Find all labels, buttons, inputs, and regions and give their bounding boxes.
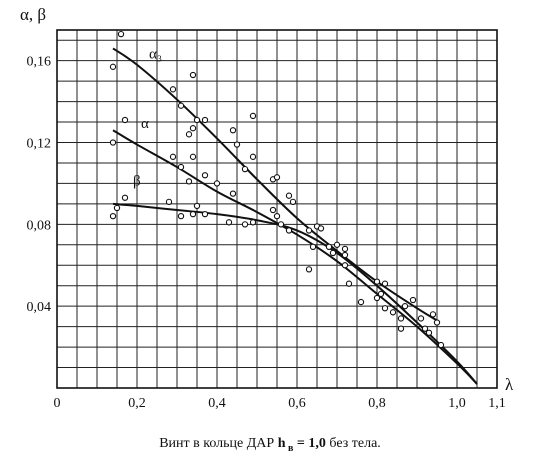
- x-tick-label: 0,4: [208, 396, 226, 411]
- data-point: [193, 116, 201, 124]
- data-point: [341, 245, 349, 253]
- data-point: [233, 141, 241, 148]
- data-point: [433, 319, 441, 326]
- grid: [57, 30, 497, 388]
- y-axis-title: α, β: [20, 5, 46, 24]
- curve-line: [112, 202, 478, 385]
- data-point: [189, 125, 197, 132]
- data-point: [185, 178, 193, 185]
- data-point: [185, 131, 193, 138]
- x-tick-label: 0,6: [288, 396, 306, 411]
- labels: α, β λ 0 0,2 0,4 0,6 0,8 1,0 1,1 0,04 0,08 0,12 0,…: [20, 5, 514, 411]
- data-point: [193, 202, 201, 210]
- data-point: [201, 210, 209, 218]
- plot-frame: [56, 29, 498, 389]
- data-point: [229, 190, 237, 197]
- data-point: [289, 198, 297, 205]
- data-point: [381, 280, 389, 287]
- data-points: [109, 30, 445, 349]
- data-point: [121, 116, 129, 124]
- data-point: [109, 213, 117, 220]
- caption-param: h в = 1,0: [277, 436, 326, 454]
- data-point: [273, 174, 281, 181]
- x-tick-label: 0: [54, 396, 61, 411]
- data-point: [117, 30, 125, 38]
- y-tick-label: 0,04: [27, 300, 52, 315]
- data-point: [305, 227, 313, 234]
- data-point: [333, 241, 341, 248]
- data-point: [177, 102, 185, 109]
- data-point: [381, 305, 389, 312]
- data-point: [373, 294, 381, 302]
- curve-line: [112, 47, 438, 322]
- data-point: [373, 278, 381, 285]
- x-tick-label: 1,0: [448, 396, 466, 411]
- data-point: [397, 325, 405, 332]
- data-point: [241, 221, 249, 228]
- data-point: [201, 116, 209, 124]
- data-point: [249, 153, 257, 160]
- x-axis-title: λ: [505, 375, 514, 394]
- data-point: [409, 296, 417, 304]
- data-point: [229, 127, 237, 134]
- data-point: [305, 266, 313, 273]
- data-point: [249, 219, 257, 226]
- data-point: [425, 329, 433, 336]
- data-point: [317, 225, 325, 232]
- data-point: [389, 309, 397, 316]
- data-point: [309, 243, 317, 250]
- curve-label: β: [133, 173, 141, 189]
- data-point: [241, 165, 249, 173]
- data-point: [277, 221, 285, 228]
- curve-label: α: [141, 116, 149, 132]
- data-point: [165, 198, 173, 205]
- chart-caption: Винт в кольце ДАР h в = 1,0 без тела.: [0, 436, 540, 454]
- data-point: [329, 249, 337, 257]
- curves: [112, 47, 478, 385]
- data-point: [109, 63, 117, 70]
- data-point: [189, 210, 197, 218]
- curve-label: α₃: [149, 47, 162, 63]
- data-point: [269, 206, 277, 214]
- data-point: [421, 325, 429, 332]
- data-point: [397, 315, 405, 322]
- data-point: [169, 86, 177, 93]
- data-point: [285, 192, 293, 199]
- x-tick-label: 0,8: [368, 396, 386, 411]
- data-point: [273, 213, 281, 220]
- y-tick-label: 0,08: [27, 218, 52, 233]
- data-point: [225, 219, 233, 226]
- data-point: [417, 315, 425, 322]
- data-point: [109, 139, 117, 146]
- data-point: [201, 172, 209, 179]
- curve-line: [112, 129, 478, 385]
- data-point: [437, 341, 445, 349]
- data-point: [213, 180, 221, 187]
- data-point: [341, 251, 349, 259]
- data-point: [401, 303, 409, 310]
- data-point: [325, 243, 333, 250]
- y-tick-label: 0,16: [27, 55, 52, 70]
- data-point: [169, 153, 177, 160]
- data-point: [285, 227, 293, 234]
- data-point: [377, 290, 385, 298]
- data-point: [341, 262, 349, 269]
- y-tick-label: 0,12: [27, 137, 52, 152]
- x-tick-label: 0,2: [128, 396, 146, 411]
- data-point: [357, 298, 365, 306]
- data-point: [189, 153, 197, 160]
- data-point: [189, 71, 197, 79]
- caption-suffix: без тела.: [325, 436, 381, 451]
- data-point: [345, 280, 353, 287]
- data-point: [177, 213, 185, 220]
- data-point: [113, 204, 121, 212]
- data-point: [429, 311, 437, 318]
- data-point: [249, 112, 257, 120]
- data-point: [121, 194, 129, 201]
- caption-prefix: Винт в кольце ДАР: [159, 436, 278, 451]
- x-tick-label: 1,1: [488, 396, 506, 411]
- data-point: [177, 163, 185, 171]
